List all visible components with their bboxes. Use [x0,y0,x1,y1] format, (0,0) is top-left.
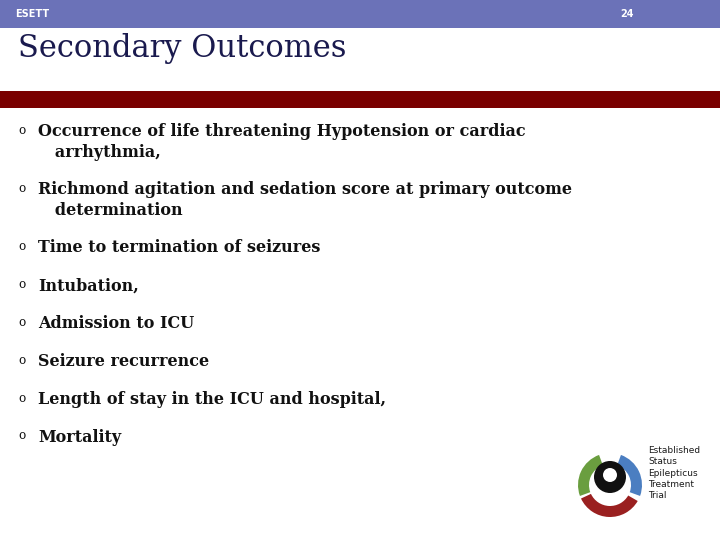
Text: o: o [18,181,25,194]
Text: o: o [18,278,25,291]
Text: Intubation,: Intubation, [38,278,139,294]
Text: o: o [18,429,25,442]
Wedge shape [578,455,603,496]
FancyBboxPatch shape [606,481,614,491]
Text: Mortality: Mortality [38,429,121,447]
Text: ESETT: ESETT [15,9,49,19]
Text: Richmond agitation and sedation score at primary outcome
   determination: Richmond agitation and sedation score at… [38,181,572,219]
FancyBboxPatch shape [0,0,720,28]
Text: o: o [18,124,25,137]
Wedge shape [617,455,642,496]
Circle shape [603,468,617,482]
Wedge shape [581,494,638,517]
Text: Established
Status
Epilepticus
Treatment
Trial: Established Status Epilepticus Treatment… [648,446,700,500]
Text: Secondary Outcomes: Secondary Outcomes [18,33,346,64]
Text: Length of stay in the ICU and hospital,: Length of stay in the ICU and hospital, [38,392,386,408]
Text: Seizure recurrence: Seizure recurrence [38,354,209,370]
Text: o: o [18,240,25,253]
Text: 24: 24 [620,9,634,19]
Text: Occurrence of life threatening Hypotension or cardiac
   arrhythmia,: Occurrence of life threatening Hypotensi… [38,124,526,161]
Text: Admission to ICU: Admission to ICU [38,315,194,333]
FancyBboxPatch shape [0,91,720,109]
Text: Time to termination of seizures: Time to termination of seizures [38,240,320,256]
Circle shape [594,461,626,493]
Text: o: o [18,392,25,404]
Text: o: o [18,315,25,328]
Text: o: o [18,354,25,367]
